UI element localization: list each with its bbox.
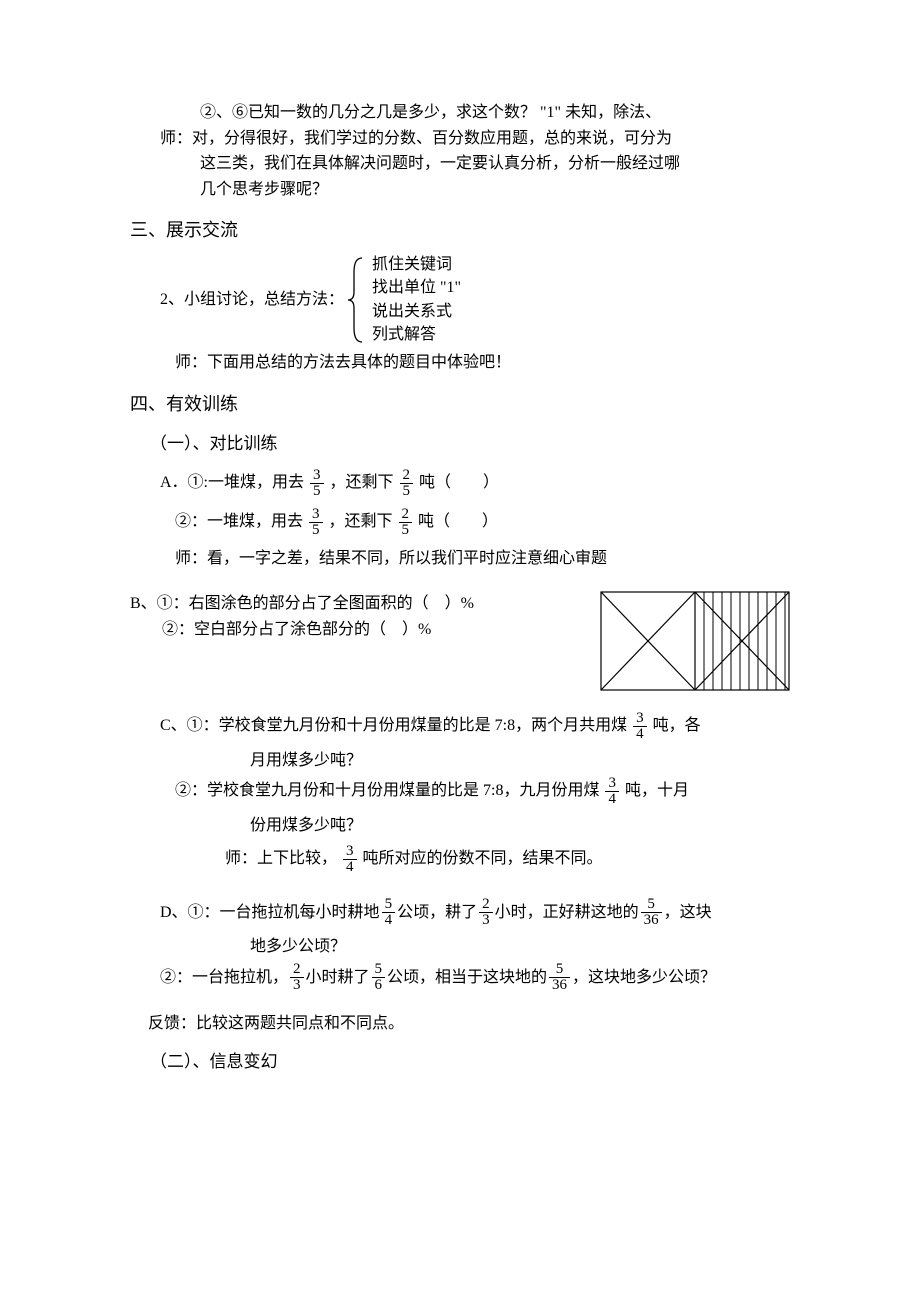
brace-icon <box>344 254 368 346</box>
list-intro: 2、小组讨论，总结方法： <box>160 287 344 313</box>
c-q1-cont: 月用煤多少吨？ <box>130 748 790 774</box>
d-q2-post: ，这块地多少公顷？ <box>572 965 716 991</box>
a-teacher: 师：看，一字之差，结果不同，所以我们平时应注意细心审题 <box>130 546 790 572</box>
frac-2-5: 25 <box>400 468 414 499</box>
c-q2: ②：学校食堂九月份和十月份用煤量的比是 7:8，九月份用煤 34 吨，十月 <box>130 776 790 807</box>
frac-5-6: 56 <box>372 962 386 993</box>
a-q1-post: 吨（ ） <box>419 474 499 491</box>
top-block: ②、⑥已知一数的几分之几是多少，求这个数？ "1" 未知，除法、 师：对，分得很… <box>130 100 790 202</box>
diagram-svg <box>600 591 790 691</box>
frac-3-4-c: 34 <box>343 844 357 875</box>
reflect-line: 反馈：比较这两题共同点和不同点。 <box>130 1011 790 1037</box>
b-q1: B、①：右图涂色的部分占了全图面积的（ ）% <box>130 591 585 617</box>
b-block: B、①：右图涂色的部分占了全图面积的（ ）% ②：空白部分占了涂色部分的（ ）% <box>130 591 790 691</box>
frac-5-4: 54 <box>382 897 396 928</box>
c-teacher-post: 吨所对应的份数不同，结果不同。 <box>363 850 603 867</box>
frac-3-5-b: 35 <box>309 507 323 538</box>
frac-2-3: 23 <box>479 897 493 928</box>
top-line-2: 师：对，分得很好，我们学过的分数、百分数应用题，总的来说，可分为 <box>130 126 790 152</box>
c-q1-pre: C、①：学校食堂九月份和十月份用煤量的比是 7:8，两个月共用煤 <box>160 717 627 734</box>
list-item-b: 找出单位 "1" <box>372 276 461 299</box>
a-q1: A．①:一堆煤，用去 35 ，还剩下 25 吨（ ） <box>130 468 790 499</box>
a-q2: ②：一堆煤，用去 35 ，还剩下 25 吨（ ） <box>130 507 790 538</box>
frac-3-4-b: 34 <box>605 776 619 807</box>
d-q2-mid1: 小时耕了 <box>306 965 370 991</box>
list-item-d: 列式解答 <box>372 323 461 346</box>
a-q1-pre: A．①:一堆煤，用去 <box>160 474 304 491</box>
sub2-title: （二）、信息变幻 <box>130 1048 790 1075</box>
method-list-block: 2、小组讨论，总结方法： 抓住关键词 找出单位 "1" 说出关系式 列式解答 <box>130 253 790 346</box>
frac-3-5: 35 <box>310 468 324 499</box>
a-q2-mid: ，还剩下 <box>329 513 393 530</box>
top-line-1: ②、⑥已知一数的几分之几是多少，求这个数？ "1" 未知，除法、 <box>130 100 790 126</box>
d-q1-post: ，这块 <box>664 900 712 926</box>
c-q2-cont: 份用煤多少吨？ <box>130 813 790 839</box>
hatch-lines <box>704 592 785 690</box>
frac-5-36-b: 536 <box>549 962 570 993</box>
c-q2-pre: ②：学校食堂九月份和十月份用煤量的比是 7:8，九月份用煤 <box>175 782 599 799</box>
list-item-a: 抓住关键词 <box>372 253 461 276</box>
c-q2-post: 吨，十月 <box>625 782 689 799</box>
d-q1-mid2: 小时，正好耕这地的 <box>495 900 639 926</box>
d-q2: ②：一台拖拉机， 23 小时耕了 56 公顷，相当于这块地的 536 ，这块地多… <box>130 962 790 993</box>
d-q1-cont: 地多少公顷？ <box>130 934 790 960</box>
d-q1: D、①：一台拖拉机每小时耕地 54 公顷，耕了 23 小时，正好耕这地的 536… <box>130 897 790 928</box>
frac-2-3-b: 23 <box>290 962 304 993</box>
section-3-title: 三、展示交流 <box>130 216 790 245</box>
b-q2: ②：空白部分占了涂色部分的（ ）% <box>130 617 585 643</box>
section-3-teacher: 师：下面用总结的方法去具体的题目中体验吧！ <box>130 350 790 376</box>
a-q2-pre: ②：一堆煤，用去 <box>175 513 303 530</box>
c-teacher-pre: 师：上下比较， <box>225 850 337 867</box>
sub1-title: （一）、对比训练 <box>130 430 790 457</box>
section-4-title: 四、有效训练 <box>130 390 790 419</box>
a-q1-mid: ，还剩下 <box>330 474 394 491</box>
d-q2-mid2: 公顷，相当于这块地的 <box>387 965 547 991</box>
frac-2-5-b: 25 <box>399 507 413 538</box>
d-q1-pre: D、①：一台拖拉机每小时耕地 <box>160 900 380 926</box>
top-line-4: 几个思考步骤呢？ <box>130 177 790 203</box>
c-q1-post: 吨，各 <box>653 717 701 734</box>
frac-5-36: 536 <box>641 897 662 928</box>
c-q1: C、①：学校食堂九月份和十月份用煤量的比是 7:8，两个月共用煤 34 吨，各 <box>130 711 790 742</box>
d-q1-mid1: 公顷，耕了 <box>397 900 477 926</box>
brace-wrap: 抓住关键词 找出单位 "1" 说出关系式 列式解答 <box>344 253 461 346</box>
a-q2-post: 吨（ ） <box>418 513 498 530</box>
top-line-3: 这三类，我们在具体解决问题时，一定要认真分析，分析一般经过哪 <box>130 151 790 177</box>
d-q2-pre: ②：一台拖拉机， <box>160 965 288 991</box>
b-text: B、①：右图涂色的部分占了全图面积的（ ）% ②：空白部分占了涂色部分的（ ）% <box>130 591 585 642</box>
list-item-c: 说出关系式 <box>372 300 461 323</box>
c-teacher: 师：上下比较， 34 吨所对应的份数不同，结果不同。 <box>130 844 790 875</box>
frac-3-4: 34 <box>633 711 647 742</box>
list-items: 抓住关键词 找出单位 "1" 说出关系式 列式解答 <box>368 253 461 346</box>
